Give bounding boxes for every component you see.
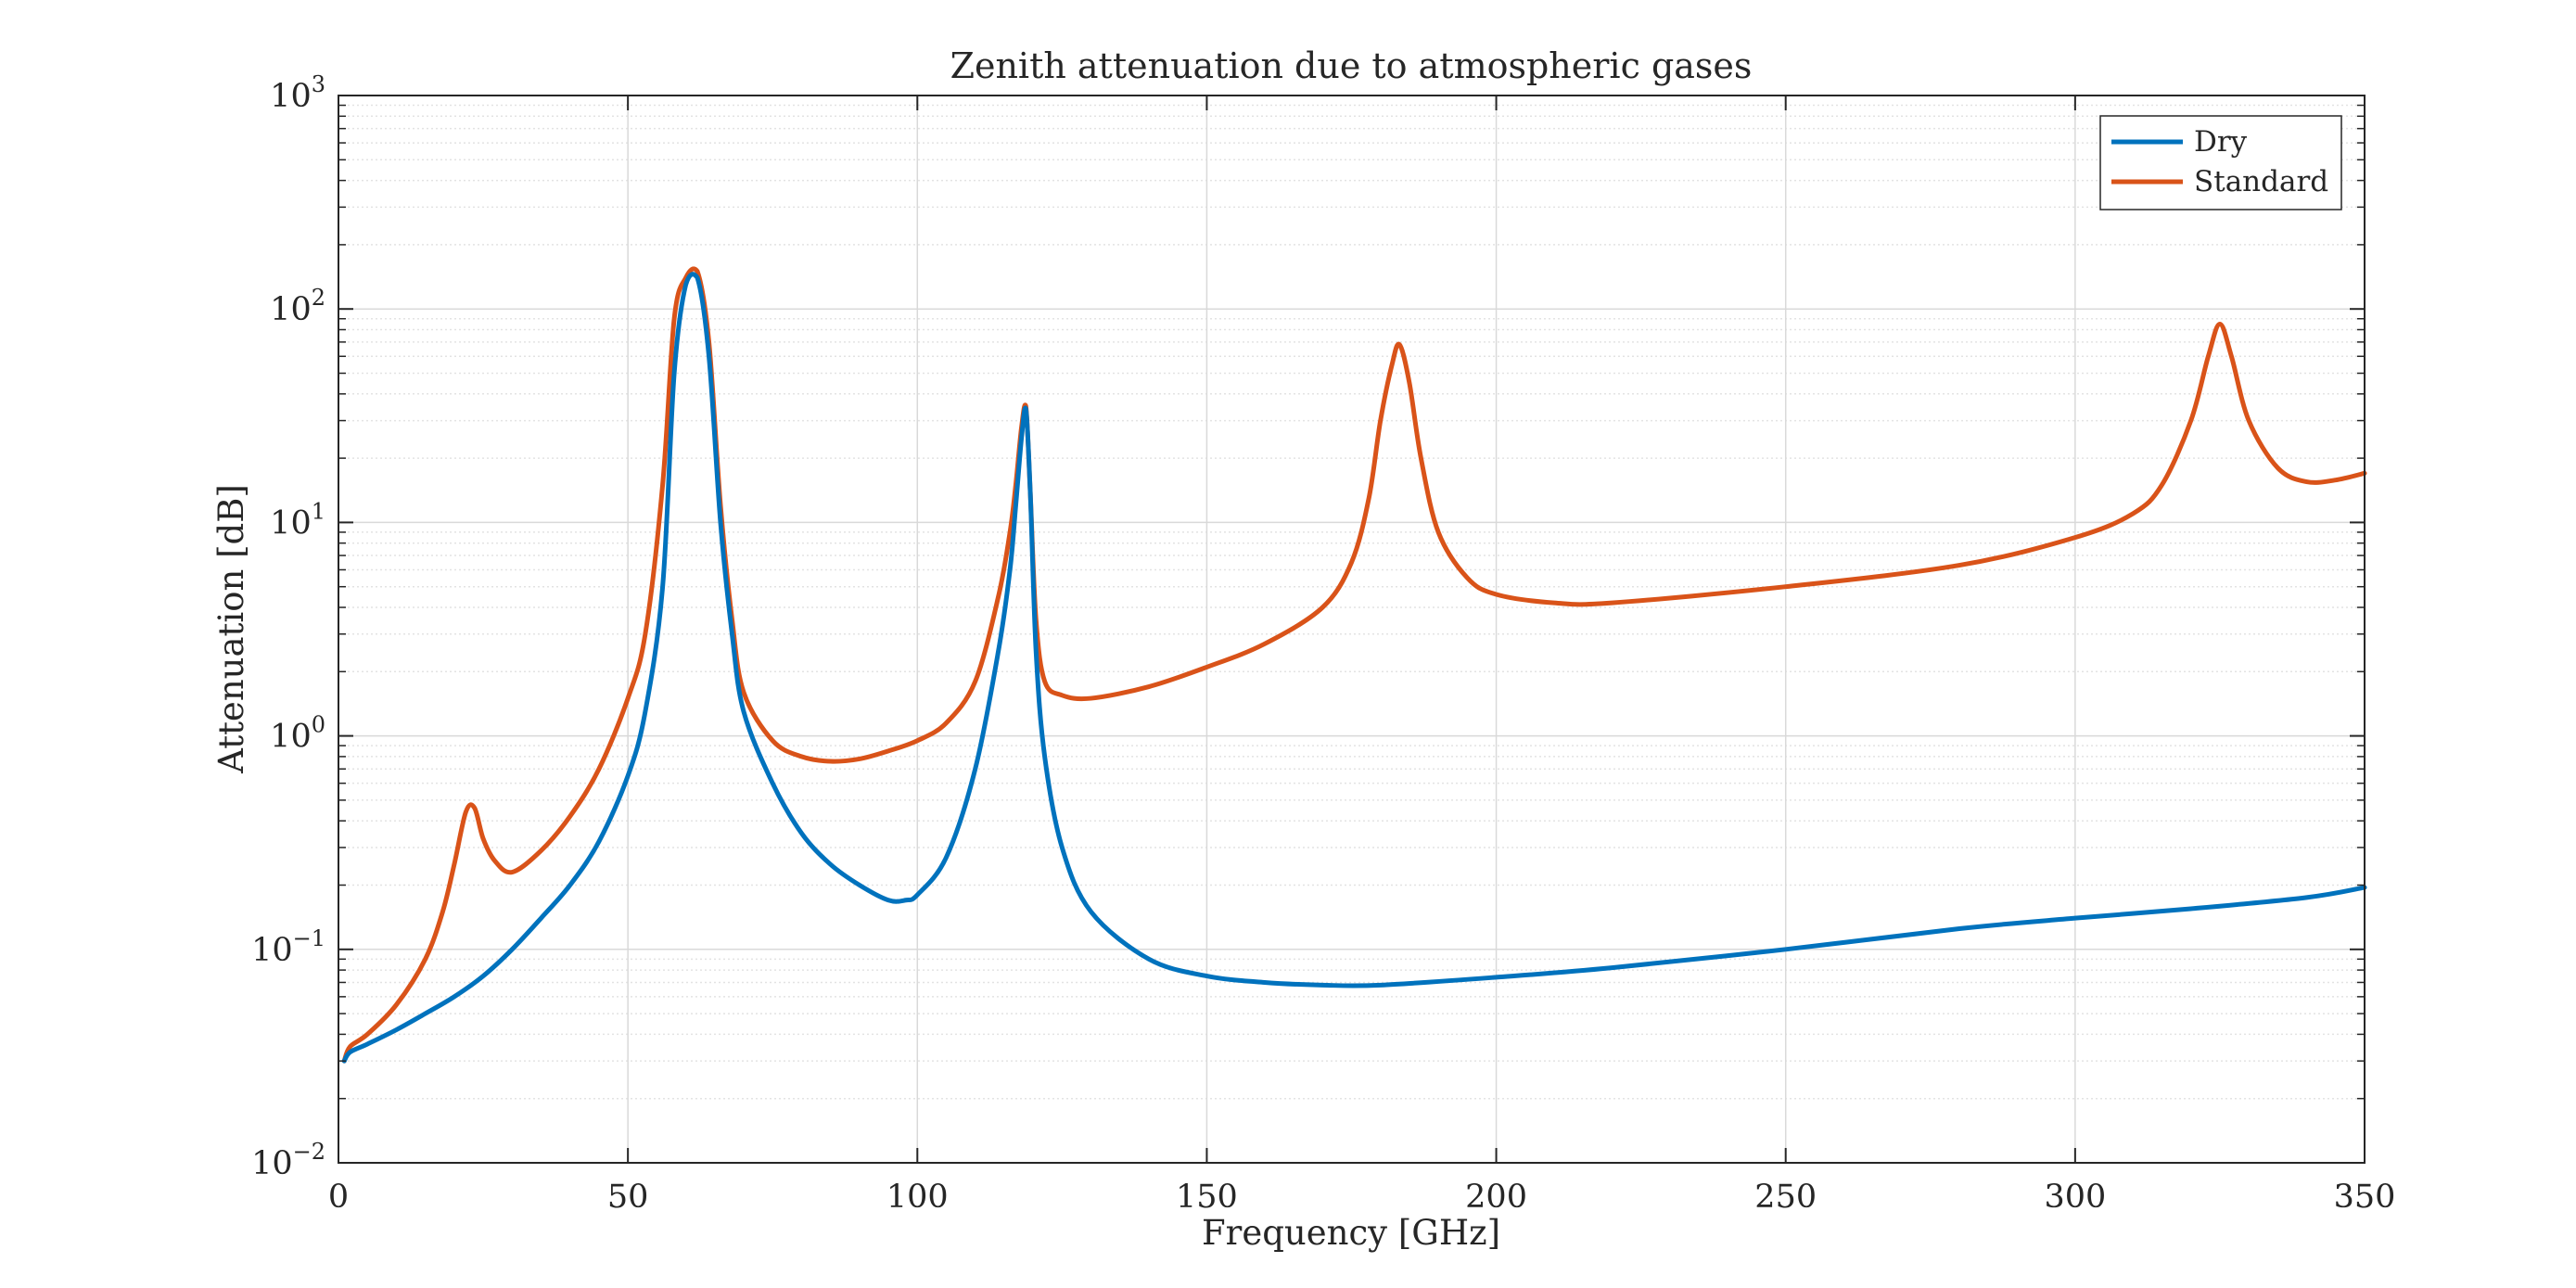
tick-labels: 10−2 10−1 100 101 102 103 0 50 100 150 200 250 300 35… — [251, 71, 2395, 1216]
plot-area — [338, 96, 2365, 1163]
x-tick-label: 100 — [886, 1179, 949, 1216]
x-tick-label: 300 — [2044, 1179, 2106, 1216]
x-tick-label: 200 — [1465, 1179, 1527, 1216]
legend: Dry Standard — [2099, 115, 2342, 210]
x-axis-label: Frequency [GHz] — [1202, 1213, 1500, 1253]
series-line-dry — [341, 272, 2367, 1064]
legend-label-dry: Dry — [2194, 125, 2248, 159]
x-tick-label: 250 — [1754, 1179, 1817, 1216]
y-tick-label: 10−1 — [251, 925, 325, 969]
y-tick-label: 100 — [270, 712, 325, 756]
x-tick-label: 0 — [328, 1179, 349, 1216]
x-tick-label: 150 — [1176, 1179, 1238, 1216]
legend-box — [2099, 115, 2342, 210]
series-layer — [341, 266, 2367, 1064]
axes-box — [338, 95, 2366, 1164]
legend-label-standard: Standard — [2194, 165, 2328, 198]
x-tick-label: 350 — [2334, 1179, 2396, 1216]
y-tick-label: 10−2 — [251, 1139, 325, 1182]
y-tick-label: 101 — [270, 498, 325, 542]
y-tick-label: 102 — [270, 285, 325, 328]
x-tick-label: 50 — [607, 1179, 649, 1216]
y-tick-label: 103 — [270, 71, 325, 115]
chart-title: Zenith attenuation due to atmospheric ga… — [950, 45, 1753, 86]
y-axis-label: Attenuation [dB] — [211, 484, 251, 774]
ticks — [338, 95, 2366, 1164]
